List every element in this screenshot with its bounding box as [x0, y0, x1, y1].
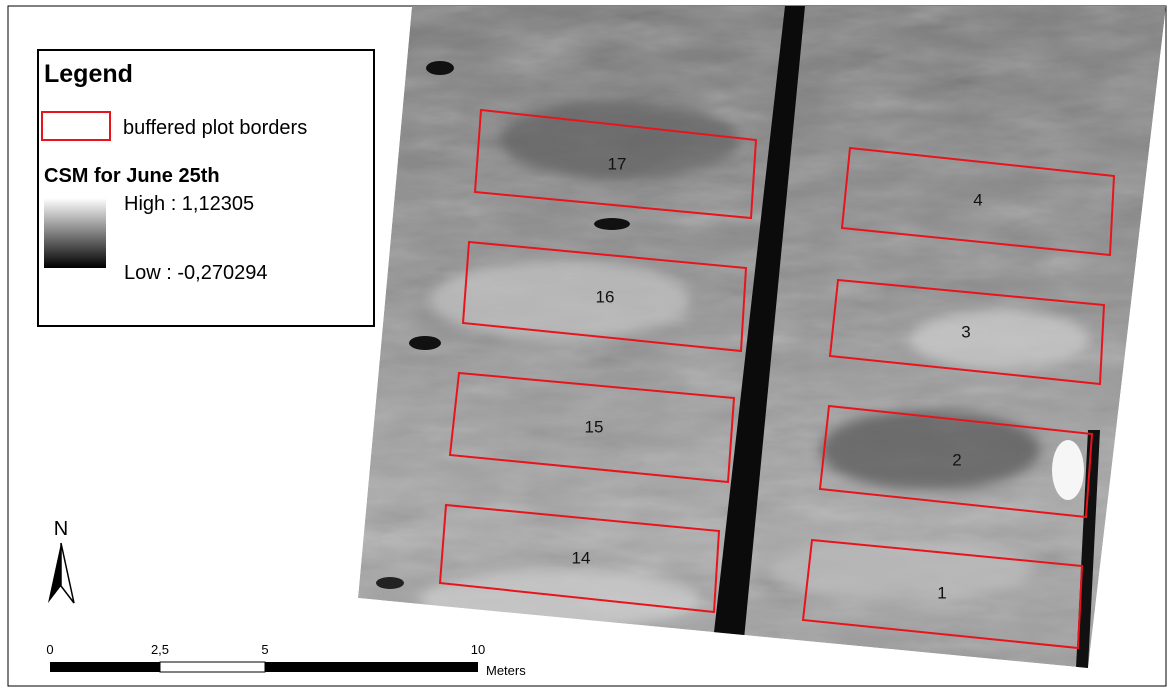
north-label: N — [54, 518, 68, 540]
scale-label: 10 — [471, 642, 485, 657]
plot-label: 2 — [952, 450, 961, 469]
low-label: Low : -0,270294 — [124, 262, 267, 284]
legend-box — [38, 50, 374, 326]
scale-label: 0 — [46, 642, 53, 657]
scale-segment — [50, 662, 160, 672]
plot-label: 4 — [973, 190, 982, 209]
high-label: High : 1,12305 — [124, 193, 254, 215]
scale-segment — [265, 662, 478, 672]
raster — [358, 6, 1166, 668]
legend-title: Legend — [44, 60, 133, 88]
raster-title: CSM for June 25th — [44, 165, 220, 187]
plot-label: 3 — [961, 322, 970, 341]
plot-label: 1 — [937, 583, 946, 602]
legend: Legend buffered plot borders CSM for Jun… — [38, 50, 374, 326]
plot-label: 17 — [608, 154, 627, 173]
scale-label: 5 — [261, 642, 268, 657]
plot-label: 15 — [585, 417, 604, 436]
map: 17 16 15 14 4 3 2 1 Legend buffered plot… — [0, 0, 1174, 694]
color-ramp — [44, 198, 106, 268]
scale-unit: Meters — [486, 663, 526, 678]
scale-label: 2,5 — [151, 642, 169, 657]
scale-segment — [160, 662, 265, 672]
plot-label: 16 — [596, 287, 615, 306]
plot-label: 14 — [572, 548, 591, 567]
legend-entry: buffered plot borders — [123, 117, 307, 139]
